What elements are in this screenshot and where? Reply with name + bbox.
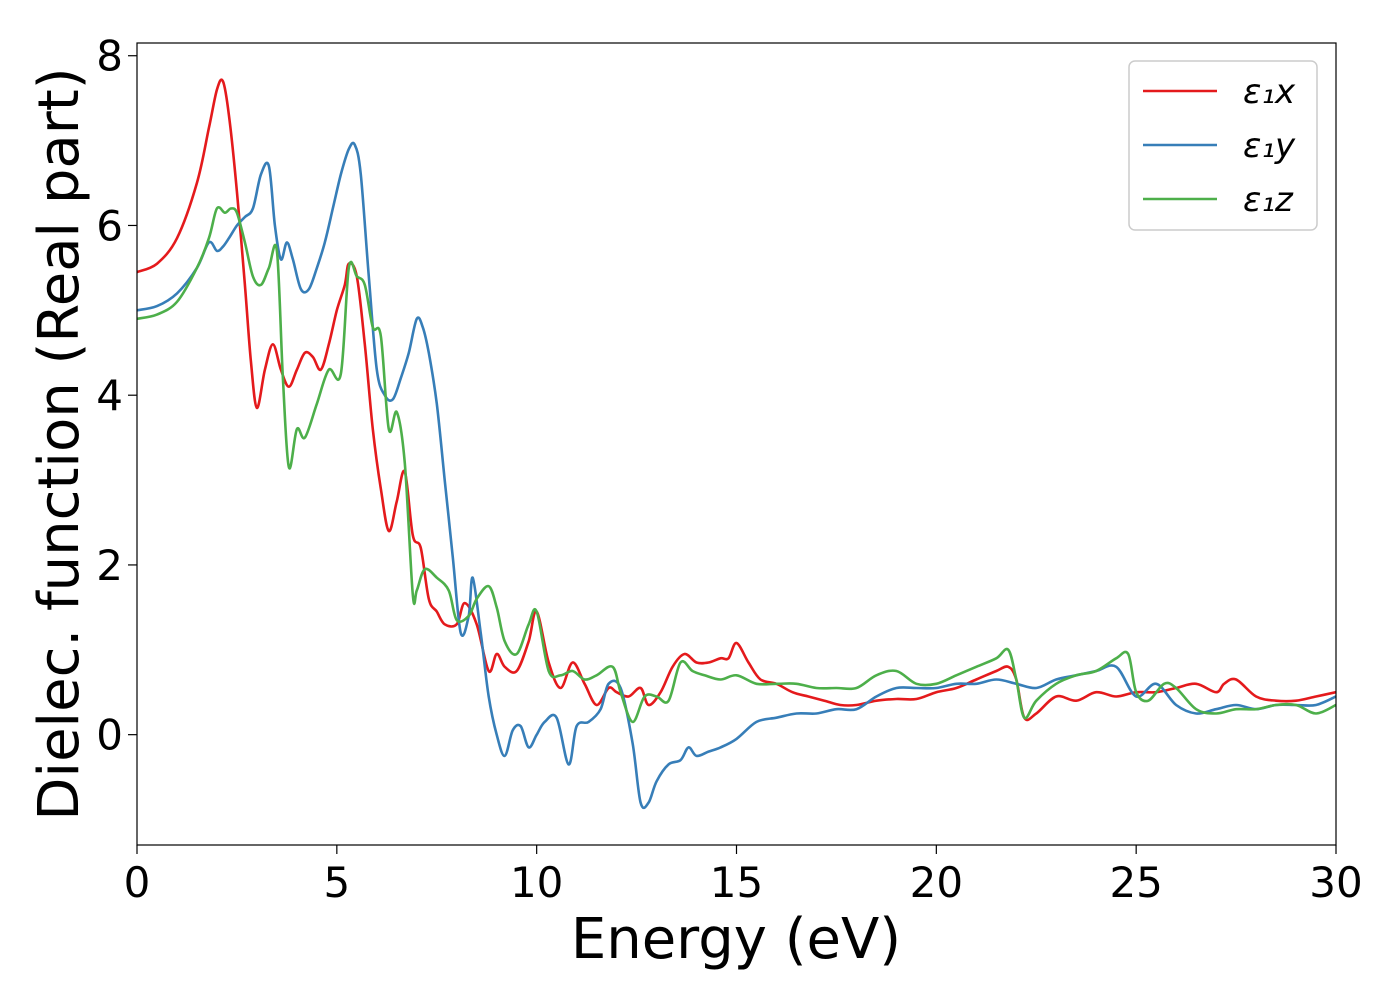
legend-label-2: ε₁z — [1243, 180, 1294, 220]
series-line-0 — [137, 78, 1336, 722]
y-tick-label: 4 — [96, 371, 123, 420]
x-axis-title: Energy (eV) — [571, 907, 901, 972]
x-tick-label: 15 — [710, 858, 763, 907]
y-tick-label: 2 — [96, 541, 123, 590]
series-lines — [137, 78, 1336, 810]
y-tick-label: 0 — [96, 711, 123, 760]
y-tick-label: 8 — [96, 32, 123, 81]
x-tick-label: 10 — [510, 858, 563, 907]
legend: ε₁x ε₁y ε₁z — [1128, 60, 1318, 231]
series-line-2 — [137, 206, 1336, 724]
x-tick-label: 30 — [1309, 858, 1362, 907]
axis-ticks: 0 5 10 15 20 25 30 0 2 4 6 8 — [96, 32, 1362, 907]
legend-label-0: ε₁x — [1243, 72, 1296, 112]
x-tick-label: 20 — [910, 858, 963, 907]
x-tick-label: 5 — [323, 858, 350, 907]
x-tick-label: 25 — [1109, 858, 1162, 907]
y-axis-title: Dielec. function (Real part) — [27, 67, 92, 820]
legend-box — [1128, 60, 1318, 231]
x-tick-label: 0 — [124, 858, 151, 907]
legend-label-1: ε₁y — [1243, 126, 1296, 166]
series-line-1 — [137, 141, 1336, 810]
y-tick-label: 6 — [96, 201, 123, 250]
